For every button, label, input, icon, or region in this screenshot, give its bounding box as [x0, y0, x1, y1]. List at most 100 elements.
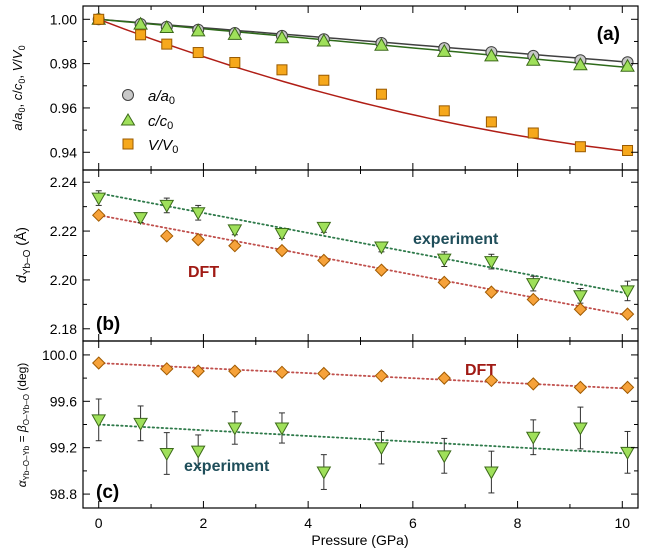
data-point-b-experiment	[436, 253, 452, 267]
data-point-a-cc0	[484, 48, 499, 62]
data-point-c-experiment	[484, 466, 499, 480]
data-point-a-vv0	[574, 141, 586, 153]
annotation-experiment-c: experiment	[184, 458, 270, 475]
legend-label-c-c0: c/c0	[148, 113, 173, 132]
data-point-b-dft	[526, 292, 540, 307]
fit-line-a-vv0	[98, 18, 628, 152]
y-tick-label: 0.96	[50, 100, 77, 116]
data-point-c-dft	[160, 362, 174, 376]
data-point-b-dft	[228, 239, 242, 253]
data-point-b-experiment	[133, 212, 148, 226]
data-point-c-experiment	[159, 447, 175, 462]
data-point-a-cc0	[227, 26, 243, 40]
data-point-b-dft	[317, 253, 331, 268]
data-point-c-dft	[317, 366, 331, 381]
data-point-c-dft	[228, 364, 242, 378]
data-point-b-dft	[620, 307, 635, 321]
data-point-a-vv0	[229, 57, 241, 69]
fit-line-c-experiment	[97, 423, 629, 455]
legend-marker-square	[122, 138, 134, 150]
data-point-c-experiment	[274, 422, 290, 436]
data-point-a-vv0	[622, 144, 634, 156]
data-point-c-dft	[526, 377, 540, 391]
y-tick-label: 0.94	[50, 144, 77, 160]
y-tick-label: 2.20	[50, 272, 77, 288]
data-point-b-dft	[484, 285, 499, 299]
data-point-c-experiment	[316, 466, 332, 480]
data-point-a-cc0	[190, 23, 206, 37]
data-point-a-cc0	[525, 52, 541, 66]
data-point-a-cc0	[374, 37, 389, 51]
legend-item-c-c0: c/c0	[120, 113, 173, 132]
fit-line-b-dft	[97, 214, 629, 317]
x-tick-label: 4	[304, 515, 312, 531]
data-point-c-dft	[573, 380, 588, 395]
annotation-dft-b: DFT	[188, 264, 219, 281]
data-point-b-dft	[160, 229, 174, 243]
data-point-c-experiment	[573, 422, 588, 436]
panel-a: 1.00 0.98 0.96 0.94 (a) a/a0 c/c0 V/V0 a/a0…	[10, 5, 639, 171]
data-point-a-cc0	[159, 19, 175, 33]
data-point-c-experiment	[436, 450, 452, 464]
data-point-b-dft	[374, 263, 389, 277]
data-point-c-experiment	[374, 442, 389, 456]
panel-b-ylabel: dYb–O (Å)	[13, 227, 33, 283]
data-point-c-dft	[620, 380, 635, 395]
legend-item-v-v0: V/V0	[122, 137, 178, 156]
y-tick-label: 2.24	[50, 174, 77, 190]
panel-b-label: (b)	[96, 314, 120, 335]
data-point-a-vv0	[192, 47, 204, 59]
panel-b: 2.24 2.22 2.20 2.18 (b) experiment DFT dYb–…	[13, 169, 639, 342]
data-point-a-vv0	[438, 105, 450, 117]
x-tick-label: 10	[615, 515, 631, 531]
data-point-a-vv0	[527, 127, 539, 139]
fit-line-a-cc0	[98, 18, 628, 69]
data-point-b-experiment	[91, 192, 107, 206]
data-point-a-cc0	[573, 57, 588, 71]
x-tick-label: 0	[95, 515, 103, 531]
panel-a-ylabel: a/a0, c/c0, V/V0	[10, 45, 27, 130]
data-point-b-experiment	[316, 221, 332, 235]
panel-b-ticks: 2.24 2.22 2.20 2.18	[50, 170, 638, 341]
panel-c: 100.0 99.6 99.2 98.8 0 2 4 6 8 10 (c) DFT experim…	[15, 340, 639, 531]
data-point-b-dft	[437, 275, 451, 290]
data-point-a-vv0	[485, 116, 497, 128]
x-tick-label: 6	[409, 515, 417, 531]
panel-b-frame	[82, 169, 639, 342]
data-point-a-vv0	[375, 88, 387, 100]
data-point-b-experiment	[374, 241, 389, 255]
data-point-b-experiment	[620, 285, 635, 299]
data-point-c-dft	[92, 356, 106, 370]
data-point-c-experiment	[190, 445, 206, 459]
data-point-c-experiment	[525, 431, 541, 445]
y-tick-label: 98.8	[50, 486, 77, 502]
data-point-c-dft	[484, 373, 499, 388]
panel-a-label: (a)	[597, 24, 620, 45]
data-point-b-experiment	[484, 256, 499, 270]
data-point-b-experiment	[190, 207, 206, 221]
data-point-b-experiment	[227, 224, 243, 238]
data-point-c-experiment	[620, 446, 635, 460]
fit-line-b-experiment	[97, 192, 629, 295]
data-point-c-experiment	[91, 414, 107, 428]
data-point-b-dft	[191, 232, 205, 247]
y-tick-label: 100.0	[42, 347, 77, 363]
fit-line-c-dft	[97, 362, 629, 390]
data-point-c-experiment	[227, 422, 243, 436]
data-point-a-cc0	[436, 43, 452, 57]
panel-c-ticks: 100.0 99.6 99.2 98.8 0 2 4 6 8 10	[42, 341, 638, 531]
data-point-b-experiment	[159, 199, 175, 213]
panel-c-ylabel: αYb–O–Yb = βO–Yb–O (deg)	[15, 363, 31, 488]
data-point-c-experiment	[133, 417, 148, 431]
data-point-a-vv0	[276, 64, 288, 76]
data-point-b-experiment	[274, 228, 290, 242]
data-point-b-experiment	[573, 290, 588, 304]
data-point-b-dft	[275, 243, 289, 258]
data-point-a-vv0	[135, 29, 147, 41]
panel-c-label: (c)	[96, 482, 119, 503]
fit-line-a-aa0	[98, 18, 628, 63]
legend-marker-circle	[122, 89, 134, 101]
legend-label-v-v0: V/V0	[148, 137, 178, 156]
